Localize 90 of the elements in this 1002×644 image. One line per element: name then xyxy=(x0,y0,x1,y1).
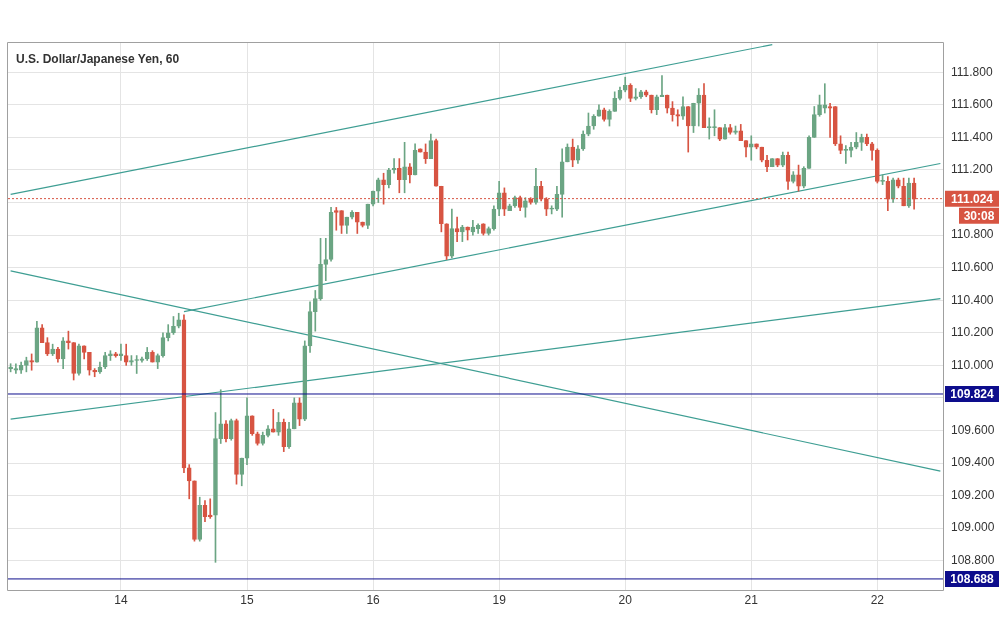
candlestick xyxy=(323,238,329,282)
candlestick xyxy=(796,164,801,192)
candlestick xyxy=(649,94,654,114)
candlestick xyxy=(523,197,528,218)
candlestick xyxy=(66,330,71,350)
x-tick-label: 22 xyxy=(870,592,885,607)
y-tick-label: 110.800 xyxy=(951,227,994,242)
y-tick-label: 109.400 xyxy=(951,455,995,470)
candlestick xyxy=(113,351,119,358)
candlestick xyxy=(397,158,402,194)
candlestick xyxy=(339,210,344,234)
candlestick xyxy=(375,177,381,203)
candlestick xyxy=(24,356,29,373)
candlestick xyxy=(45,337,50,356)
x-tick-label: 19 xyxy=(492,592,507,607)
y-tick-label: 109.600 xyxy=(951,422,995,437)
candlestick xyxy=(465,226,470,241)
candlestick xyxy=(87,351,92,376)
candlestick xyxy=(333,207,339,231)
y-tick-label: 111.800 xyxy=(951,64,993,79)
candlestick xyxy=(213,412,218,563)
candlestick xyxy=(675,109,681,127)
candlestick xyxy=(423,143,428,164)
candlestick xyxy=(354,211,360,234)
candlestick xyxy=(607,109,612,127)
candlestick xyxy=(586,112,591,137)
candlestick xyxy=(633,88,639,101)
candlestick xyxy=(360,221,365,228)
candlestick xyxy=(628,83,633,102)
candlestick xyxy=(838,135,843,155)
x-tick-label: 20 xyxy=(618,592,633,607)
candlestick xyxy=(591,114,597,130)
y-tick-label: 110.600 xyxy=(951,259,994,274)
candlestick xyxy=(118,343,124,361)
candlestick xyxy=(570,138,576,168)
candlestick xyxy=(859,133,864,151)
text: U.S. Dollar/Japanese Yen, 60 xyxy=(16,52,180,67)
y-tick-label: 111.200 xyxy=(951,162,993,177)
ref-line-label: 109.824 xyxy=(950,387,995,402)
candlestick xyxy=(444,223,449,260)
candlestick xyxy=(71,342,76,381)
y-tick-label: 110.400 xyxy=(951,292,994,307)
text: 30:08 xyxy=(963,208,995,223)
candlestick xyxy=(748,135,754,161)
x-tick-label: 15 xyxy=(240,592,254,607)
candlestick xyxy=(418,148,423,153)
y-tick-label: 111.400 xyxy=(951,129,993,144)
candlestick xyxy=(670,101,675,122)
candlestick xyxy=(50,343,55,356)
candlestick xyxy=(811,106,817,138)
candlestick xyxy=(402,141,407,194)
y-tick-label: 111.600 xyxy=(951,97,993,112)
candlestick xyxy=(832,106,838,146)
candlestick xyxy=(486,226,491,236)
candlestick xyxy=(150,350,155,363)
ref-line-label: 108.688 xyxy=(950,572,995,587)
candlestick xyxy=(108,350,113,361)
candlestick xyxy=(854,132,859,150)
candlestick xyxy=(276,412,281,436)
y-tick-label: 110.200 xyxy=(951,325,994,340)
candlestick xyxy=(875,148,880,184)
y-tick-label: 109.000 xyxy=(951,520,995,535)
candlestick xyxy=(171,316,176,335)
candlestick xyxy=(318,238,323,301)
candlestick xyxy=(460,225,465,242)
candlestick xyxy=(481,223,486,236)
y-tick-label: 108.800 xyxy=(951,553,995,568)
candlestick xyxy=(691,102,696,133)
candlestick xyxy=(775,158,780,168)
x-tick-label: 21 xyxy=(744,592,759,607)
candlestick xyxy=(29,353,34,371)
candlestick xyxy=(255,431,260,446)
candlestick xyxy=(297,397,302,426)
x-tick-label: 16 xyxy=(366,592,381,607)
candlestick xyxy=(13,363,19,374)
ref-line-label: 111.024 xyxy=(950,191,994,206)
x-tick-label: 14 xyxy=(114,592,128,607)
candlestick xyxy=(549,205,554,215)
candlestick xyxy=(817,94,822,117)
y-tick-label: 110.000 xyxy=(951,357,994,372)
candlestick xyxy=(8,363,13,373)
candlestick xyxy=(733,125,738,135)
y-tick-label: 109.200 xyxy=(951,487,995,502)
candlestick xyxy=(129,355,134,366)
candlestick xyxy=(507,203,512,212)
candlestick xyxy=(754,143,759,150)
candlestick xyxy=(696,88,702,127)
candlestick xyxy=(565,143,570,163)
candlestick xyxy=(896,177,901,189)
candlestick xyxy=(234,418,239,485)
